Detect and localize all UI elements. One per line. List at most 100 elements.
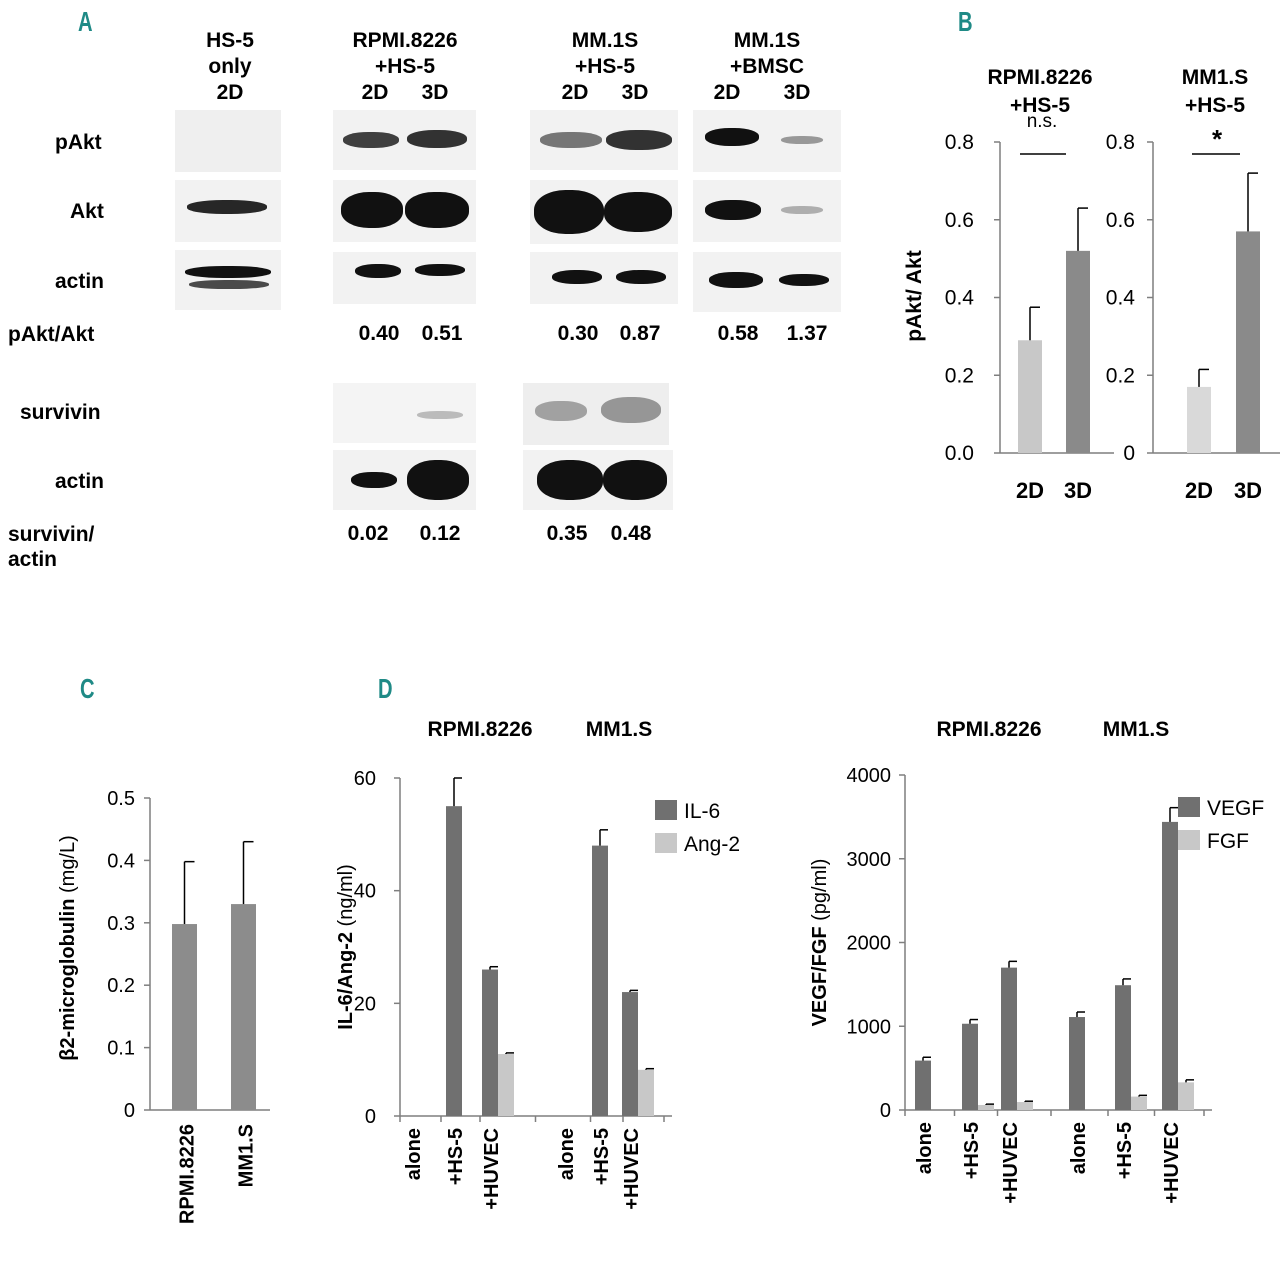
y-tick-label: 0.4: [1106, 287, 1136, 310]
chart-title: RPMI.8226: [987, 66, 1092, 89]
y-tick-label: 0.2: [945, 364, 974, 387]
col-header-mm1s-hs5: MM.1S +HS-5 2D 3D: [530, 28, 680, 106]
col-header-mm1s-bmsc: MM.1S +BMSC 2D 3D: [692, 28, 842, 106]
y-tick-label: 0: [1123, 442, 1135, 465]
col-header-line: +HS-5: [574, 55, 636, 78]
col-header-line: RPMI.8226: [352, 29, 458, 52]
x-tick-label: +HUVEC: [1161, 1122, 1183, 1204]
y-tick-label: 0: [365, 1106, 376, 1128]
x-tick-label: RPMI.8226: [177, 1124, 199, 1224]
blot-bmsc-actin: [693, 252, 841, 312]
blot-mm1s-survivin: [523, 383, 669, 445]
lane-label: 2D: [361, 81, 389, 104]
blot-hs5-pakt: [175, 110, 281, 172]
panel-label-a: A: [78, 6, 93, 37]
x-tick-label: +HUVEC: [1000, 1122, 1022, 1204]
blot-rpmi-survivin: [333, 383, 476, 443]
y-tick-label: 40: [354, 881, 376, 903]
bar: [1131, 1096, 1147, 1110]
bar: [592, 845, 608, 1116]
y-tick-label: 0.4: [945, 287, 975, 310]
bar: [1018, 340, 1042, 453]
lane-label: 3D: [783, 81, 811, 104]
col-header-rpmi: RPMI.8226 +HS-5 2D 3D: [330, 28, 480, 106]
row-label-line: survivin/: [8, 523, 95, 546]
pakt-akt-value: 0.87: [619, 322, 661, 345]
blot-hs5-actin: [175, 250, 281, 310]
col-header-line: +BMSC: [729, 55, 805, 78]
legend-label: VEGF: [1207, 797, 1264, 820]
legend-swatch: [1178, 797, 1200, 817]
pakt-akt-value: 0.30: [557, 322, 599, 345]
bar: [962, 1023, 978, 1110]
bar: [1066, 250, 1090, 453]
col-header-line: 2D: [216, 81, 244, 104]
blot-rpmi-akt: [333, 180, 476, 242]
col-header-line: only: [208, 55, 252, 78]
lane-label: 3D: [421, 81, 449, 104]
blot-mm1s-actin: [530, 252, 678, 304]
x-tick-label: 3D: [1064, 478, 1092, 503]
blot-mm1s-pakt: [530, 110, 678, 170]
y-tick-label: 2000: [847, 933, 892, 955]
significance-label: n.s.: [1027, 111, 1058, 132]
y-axis-label: β2-microglobulin (mg/L): [57, 835, 79, 1061]
y-tick-label: 0.0: [945, 442, 974, 465]
group-title: RPMI.8226: [427, 718, 532, 741]
x-tick-label: MM1.S: [236, 1124, 258, 1187]
y-axis-label: pAkt/ Akt: [903, 250, 926, 341]
bar: [1001, 967, 1017, 1110]
legend-swatch: [655, 800, 677, 820]
bar: [622, 992, 638, 1116]
y-axis-label: IL-6/Ang-2 (ng/ml): [335, 864, 357, 1030]
col-header-line: MM.1S: [571, 29, 639, 52]
blot-bmsc-pakt: [693, 110, 841, 172]
y-tick-label: 0.2: [1106, 364, 1135, 387]
bar: [1187, 386, 1211, 453]
x-tick-label: alone: [914, 1122, 936, 1174]
chart-title: +HS-5: [1010, 94, 1070, 117]
y-tick-label: 0: [880, 1100, 891, 1122]
legend-swatch: [655, 833, 677, 853]
y-tick-label: 0.1: [107, 1038, 135, 1060]
blot-rpmi-pakt: [333, 110, 476, 170]
bar: [1162, 821, 1178, 1110]
legend-label: IL-6: [684, 800, 720, 823]
pakt-akt-value: 1.37: [786, 322, 828, 345]
lane-label: 3D: [621, 81, 649, 104]
row-label-pakt: pAkt: [55, 131, 102, 154]
row-label-survivin: survivin: [20, 401, 101, 424]
lane-label: 2D: [561, 81, 589, 104]
col-header-line: +HS-5: [374, 55, 436, 78]
y-axis-label-unit: (mg/L): [57, 835, 79, 898]
blot-mm1s-actin-2: [523, 450, 673, 510]
x-tick-label: +HS-5: [961, 1122, 983, 1179]
y-tick-label: 1000: [847, 1016, 892, 1038]
y-tick-label: 0.6: [1106, 209, 1135, 232]
bar: [1069, 1017, 1085, 1110]
survivin-actin-value: 0.12: [419, 522, 461, 545]
y-axis-label: VEGF/FGF (pg/ml): [809, 859, 831, 1027]
y-tick-label: 60: [354, 768, 376, 790]
y-tick-label: 0.8: [945, 131, 974, 154]
significance-label: *: [1212, 124, 1223, 154]
y-axis-label-unit: (pg/ml): [809, 859, 831, 927]
survivin-actin-value: 0.02: [347, 522, 389, 545]
x-tick-label: +HUVEC: [481, 1128, 503, 1210]
x-tick-label: 2D: [1185, 478, 1213, 503]
pakt-akt-value: 0.58: [717, 322, 759, 345]
blot-hs5-akt: [175, 180, 281, 242]
x-tick-label: alone: [403, 1128, 425, 1180]
bar: [498, 1054, 514, 1116]
col-header-line: HS-5: [206, 29, 254, 52]
y-tick-label: 3000: [847, 849, 892, 871]
y-tick-label: 20: [354, 993, 376, 1015]
row-label-akt: Akt: [70, 200, 104, 223]
x-tick-label: +HS-5: [445, 1128, 467, 1185]
y-axis-label-main: β2-microglobulin: [57, 899, 79, 1061]
col-header-line: MM.1S: [733, 29, 801, 52]
legend-label: FGF: [1207, 830, 1249, 853]
bar: [1236, 231, 1260, 453]
bar: [1017, 1102, 1033, 1110]
